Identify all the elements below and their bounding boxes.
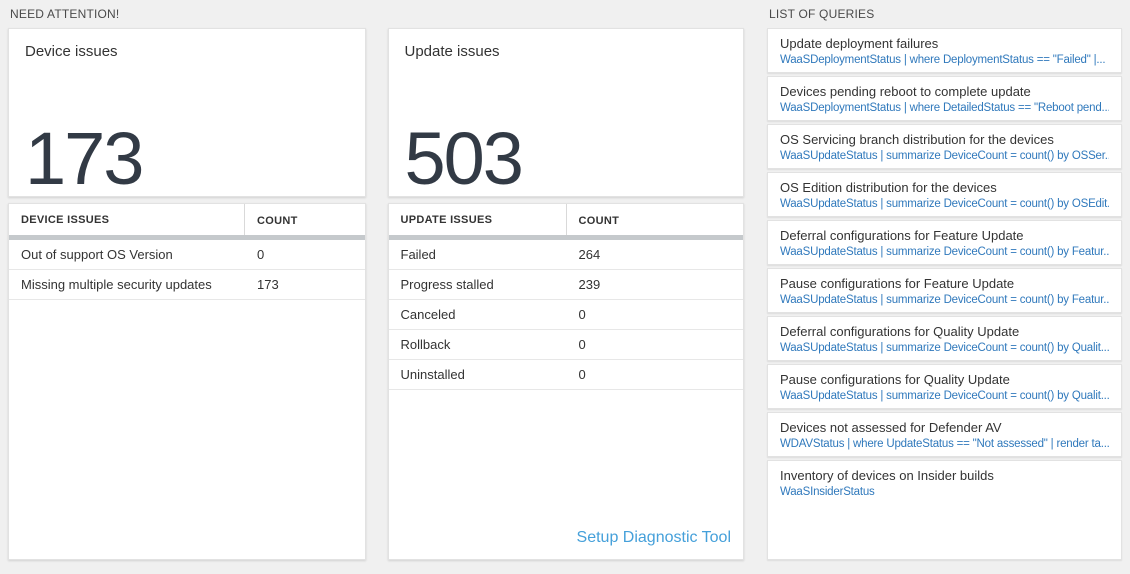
column-header-update-issues: UPDATE ISSUES	[400, 213, 493, 226]
query-title: Inventory of devices on Insider builds	[780, 468, 994, 483]
query-text: WaaSUpdateStatus | summarize DeviceCount…	[780, 390, 1109, 402]
table-row[interactable]: Out of support OS Version 0	[9, 240, 365, 270]
table-row[interactable]: Uninstalled 0	[388, 360, 743, 390]
query-title: OS Edition distribution for the devices	[780, 180, 997, 195]
query-item[interactable]: Inventory of devices on Insider builds W…	[767, 460, 1122, 560]
query-title: Devices not assessed for Defender AV	[780, 420, 1002, 435]
table-row[interactable]: Canceled 0	[388, 300, 743, 330]
query-text: WaaSDeploymentStatus | where DetailedSta…	[780, 102, 1109, 114]
query-text: WaaSUpdateStatus | summarize DeviceCount…	[780, 294, 1109, 306]
issue-count: 264	[578, 247, 601, 262]
device-issues-tile[interactable]: Device issues 173	[8, 28, 366, 197]
device-issues-title: Device issues	[25, 43, 118, 60]
device-issues-table-header: DEVICE ISSUES COUNT	[9, 204, 365, 235]
issue-count: 0	[257, 247, 265, 262]
device-issues-count: 173	[25, 117, 144, 201]
update-issues-tile[interactable]: Update issues 503	[387, 28, 744, 201]
issue-count: 173	[257, 277, 279, 292]
dashboard: NEED ATTENTION! Device issues 173 DEVICE…	[8, 0, 1122, 560]
issue-count: 0	[578, 307, 586, 322]
issue-name: Progress stalled	[400, 277, 494, 292]
query-title: Deferral configurations for Quality Upda…	[780, 324, 1020, 339]
need-attention-header: NEED ATTENTION!	[10, 7, 120, 21]
update-issues-table-header: UPDATE ISSUES COUNT	[389, 204, 744, 235]
device-issues-column: NEED ATTENTION! Device issues 173 DEVICE…	[8, 0, 366, 560]
table-scroll-divider	[388, 235, 743, 240]
query-text: WDAVStatus | where UpdateStatus == "Not …	[780, 438, 1109, 450]
setup-diagnostic-tool-link[interactable]: Setup Diagnostic Tool	[576, 529, 731, 546]
query-item[interactable]: Pause configurations for Quality Update …	[767, 364, 1122, 409]
update-issues-title: Update issues	[404, 43, 500, 60]
table-row[interactable]: Rollback 0	[388, 330, 743, 360]
query-title: OS Servicing branch distribution for the…	[780, 132, 1054, 147]
query-item[interactable]: OS Edition distribution for the devices …	[767, 172, 1122, 217]
table-row[interactable]: Progress stalled 239	[388, 270, 743, 300]
query-text: WaaSInsiderStatus	[780, 486, 875, 498]
query-text: WaaSUpdateStatus | summarize DeviceCount…	[780, 246, 1109, 258]
spacer	[388, 0, 745, 28]
table-row[interactable]: Failed 264	[388, 240, 743, 270]
query-item[interactable]: Deferral configurations for Quality Upda…	[767, 316, 1122, 361]
query-title: Update deployment failures	[780, 36, 939, 51]
column-header-count: COUNT	[578, 214, 620, 227]
query-text: WaaSDeploymentStatus | where DeploymentS…	[780, 54, 1106, 66]
issue-name: Uninstalled	[400, 367, 465, 382]
query-item[interactable]: Deferral configurations for Feature Upda…	[767, 220, 1122, 265]
query-title: Deferral configurations for Feature Upda…	[780, 228, 1024, 243]
query-item[interactable]: OS Servicing branch distribution for the…	[767, 124, 1122, 169]
issue-name: Rollback	[400, 337, 451, 352]
issue-name: Failed	[400, 247, 436, 262]
table-row[interactable]: Missing multiple security updates 173	[9, 270, 365, 300]
query-item[interactable]: Devices pending reboot to complete updat…	[767, 76, 1122, 121]
queries-column: LIST OF QUERIES Update deployment failur…	[767, 0, 1122, 560]
issue-name: Missing multiple security updates	[21, 277, 212, 292]
query-item[interactable]: Pause configurations for Feature Update …	[767, 268, 1122, 313]
update-issues-column: Update issues 503 UPDATE ISSUES COUNT Fa…	[387, 0, 745, 560]
device-issues-table: DEVICE ISSUES COUNT Out of support OS Ve…	[8, 203, 366, 560]
issue-name: Out of support OS Version	[21, 247, 173, 262]
column-header-device-issues: DEVICE ISSUES	[21, 213, 110, 226]
column-header-count: COUNT	[257, 214, 298, 227]
query-title: Pause configurations for Feature Update	[780, 276, 1015, 291]
query-text: WaaSUpdateStatus | summarize DeviceCount…	[780, 198, 1109, 210]
issue-count: 0	[578, 337, 586, 352]
query-text: WaaSUpdateStatus | summarize DeviceCount…	[780, 150, 1109, 162]
issue-count: 239	[578, 277, 601, 292]
query-text: WaaSUpdateStatus | summarize DeviceCount…	[780, 342, 1109, 354]
table-scroll-divider	[9, 235, 365, 240]
query-title: Devices pending reboot to complete updat…	[780, 84, 1031, 99]
issue-name: Canceled	[400, 307, 456, 322]
update-issues-table: UPDATE ISSUES COUNT Failed 264 Progress …	[387, 203, 744, 560]
query-item[interactable]: Update deployment failures WaaSDeploymen…	[767, 28, 1122, 73]
issue-count: 0	[578, 367, 586, 382]
list-of-queries-header: LIST OF QUERIES	[769, 7, 875, 21]
query-title: Pause configurations for Quality Update	[780, 372, 1010, 387]
query-item[interactable]: Devices not assessed for Defender AV WDA…	[767, 412, 1122, 457]
update-issues-count: 503	[404, 117, 524, 201]
